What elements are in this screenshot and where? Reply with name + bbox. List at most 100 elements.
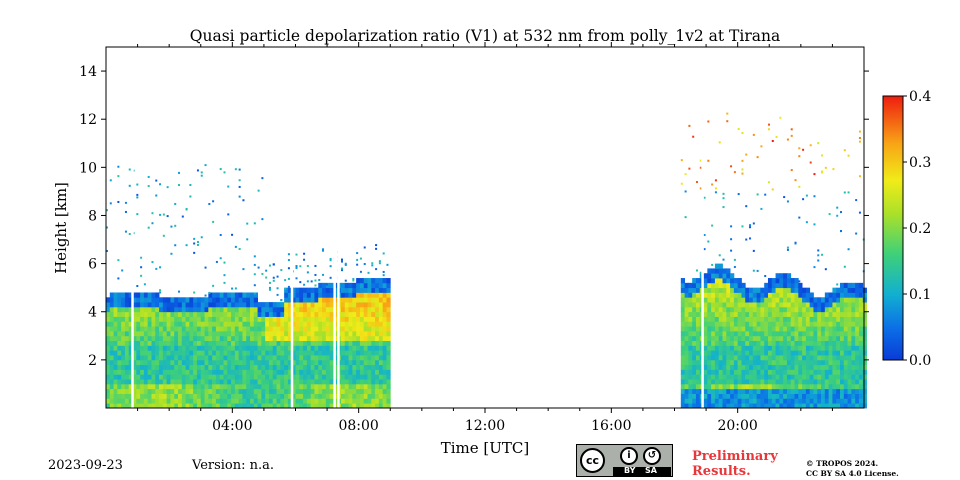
heatmap-speck	[378, 260, 381, 263]
heatmap-cell	[745, 321, 750, 327]
heatmap-cell	[752, 345, 758, 351]
heatmap-cell	[136, 335, 141, 342]
heatmap-cell	[231, 393, 236, 399]
heatmap-cell	[786, 393, 792, 399]
heatmap-cell	[367, 302, 372, 308]
heatmap-speck	[847, 191, 850, 194]
heatmap-cell	[737, 326, 742, 332]
heatmap-cell	[371, 369, 376, 375]
heatmap-cell	[836, 302, 841, 308]
heatmap-cell	[121, 321, 126, 327]
heatmap-cell	[106, 340, 111, 346]
heatmap-cell	[329, 364, 334, 370]
heatmap-cell	[718, 292, 723, 298]
heatmap-cell	[858, 297, 864, 303]
heatmap-cell	[855, 383, 860, 390]
heatmap-speck	[688, 124, 691, 127]
heatmap-cell	[783, 321, 788, 327]
heatmap-cell	[722, 316, 727, 322]
heatmap-cell	[178, 306, 183, 313]
heatmap-cell	[707, 403, 712, 409]
heatmap-cell	[253, 311, 258, 317]
heatmap-cell	[367, 282, 372, 289]
heatmap-cell	[836, 297, 841, 303]
heatmap-cell	[231, 359, 236, 366]
heatmap-cell	[159, 359, 164, 366]
heatmap-cell	[703, 282, 708, 289]
heatmap-cell	[352, 326, 357, 332]
heatmap-cell	[166, 340, 171, 346]
heatmap-cell	[367, 350, 372, 356]
heatmap-cell	[779, 393, 784, 399]
heatmap-cell	[250, 326, 255, 332]
heatmap-cell	[208, 350, 213, 356]
heatmap-cell	[124, 297, 130, 303]
heatmap-cell	[196, 297, 202, 303]
heatmap-cell	[140, 340, 145, 346]
heatmap-cell	[692, 369, 697, 375]
heatmap-cell	[124, 292, 130, 298]
heatmap-cell	[794, 335, 799, 342]
heatmap-cell	[779, 306, 784, 313]
heatmap-cell	[359, 403, 365, 409]
heatmap-cell	[212, 297, 217, 303]
heatmap-cell	[695, 316, 701, 322]
heatmap-cell	[756, 355, 761, 361]
cc-license-badge[interactable]: cc i ↺ BY SA	[576, 444, 673, 477]
heatmap-cell	[760, 326, 765, 332]
heatmap-cell	[117, 340, 122, 346]
heatmap-cell	[802, 321, 807, 327]
heatmap-cell	[265, 374, 270, 380]
heatmap-cell	[170, 388, 175, 394]
heatmap-cell	[166, 364, 171, 370]
heatmap-cell	[378, 302, 384, 308]
heatmap-cell	[193, 306, 198, 313]
heatmap-cell	[178, 374, 183, 380]
heatmap-cell	[322, 388, 327, 394]
heatmap-cell	[140, 374, 145, 380]
heatmap-cell	[238, 388, 243, 394]
heatmap-cell	[215, 330, 221, 337]
heatmap-cell	[786, 350, 792, 356]
heatmap-cell	[779, 374, 784, 380]
heatmap-cell	[106, 393, 111, 399]
heatmap-cell	[276, 321, 281, 327]
heatmap-cell	[726, 403, 731, 409]
heatmap-cell	[779, 335, 784, 342]
heatmap-cell	[238, 345, 243, 351]
heatmap-cell	[847, 383, 852, 390]
heatmap-speck	[741, 132, 744, 135]
heatmap-cell	[821, 316, 826, 322]
heatmap-cell	[314, 311, 319, 317]
heatmap-cell	[268, 335, 274, 342]
heatmap-cell	[711, 374, 716, 380]
heatmap-cell	[196, 350, 202, 356]
heatmap-cell	[749, 297, 754, 303]
heatmap-cell	[117, 393, 122, 399]
heatmap-cell	[162, 355, 168, 361]
heatmap-cell	[181, 383, 186, 390]
heatmap-cell	[219, 398, 224, 404]
heatmap-speck	[745, 205, 748, 208]
heatmap-cell	[779, 330, 784, 337]
heatmap-cell	[726, 393, 731, 399]
heatmap-cell	[314, 383, 319, 390]
heatmap-cell	[276, 398, 281, 404]
heatmap-cell	[170, 383, 175, 390]
heatmap-cell	[855, 398, 860, 404]
heatmap-cell	[737, 379, 742, 385]
heatmap-cell	[310, 326, 315, 332]
heatmap-cell	[851, 340, 856, 346]
heatmap-cell	[215, 383, 221, 390]
heatmap-cell	[786, 379, 792, 385]
heatmap-cell	[817, 388, 822, 394]
heatmap-cell	[143, 355, 149, 361]
heatmap-cell	[185, 306, 190, 313]
heatmap-cell	[794, 326, 799, 332]
heatmap-cell	[257, 330, 262, 337]
heatmap-cell	[786, 321, 792, 327]
heatmap-cell	[132, 364, 137, 370]
heatmap-cell	[783, 374, 788, 380]
heatmap-speck	[155, 194, 158, 197]
heatmap-cell	[136, 403, 141, 409]
